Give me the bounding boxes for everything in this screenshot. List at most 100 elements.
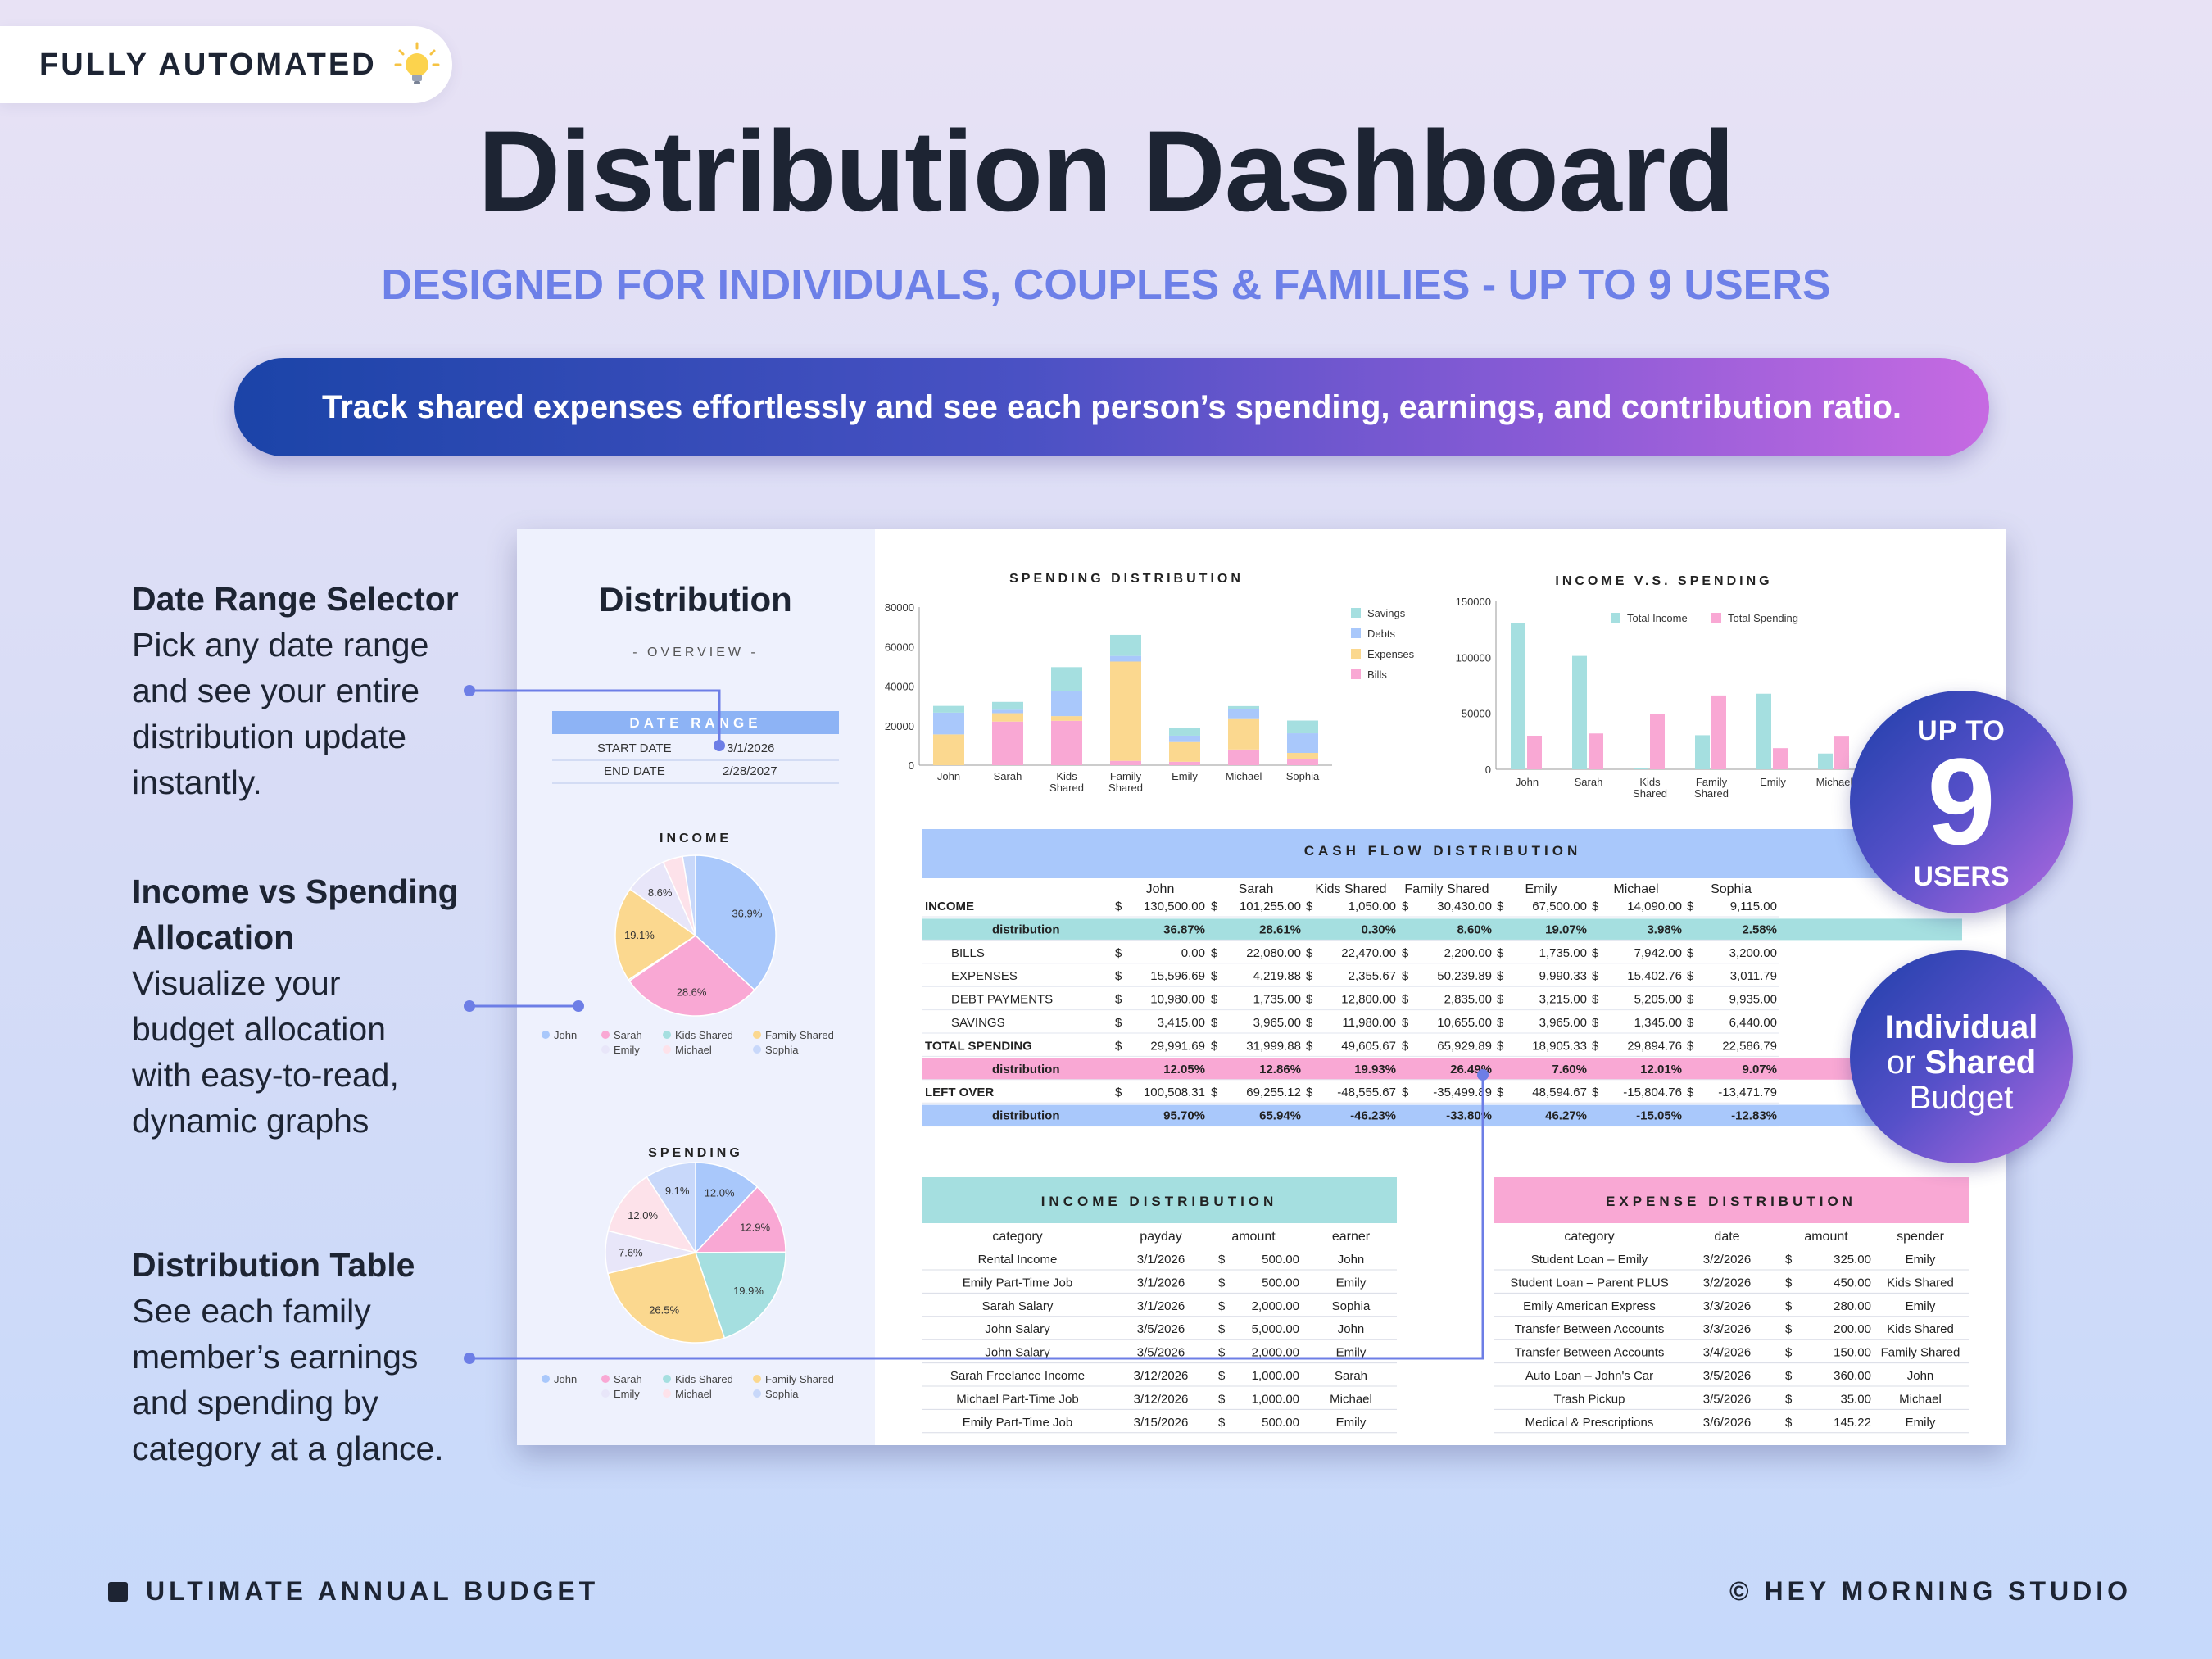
cash-flow-cell: 26.49%	[1450, 1063, 1492, 1077]
budget-line-1: Individual	[1884, 1009, 2038, 1045]
up-to-9-users-badge: UP TO 9 USERS	[1850, 691, 2073, 913]
currency-sign: $	[1687, 1016, 1694, 1030]
legend-label: Sarah	[614, 1373, 642, 1385]
footer-left-text: ULTIMATE ANNUAL BUDGET	[146, 1576, 600, 1606]
expense-table-cell: 3/5/2026	[1703, 1392, 1751, 1406]
income-table-cell: 3/15/2026	[1134, 1416, 1189, 1430]
legend-label: Total Spending	[1728, 612, 1798, 624]
spending-pie-slice-label: 12.0%	[628, 1209, 658, 1222]
bar-segment	[1169, 741, 1200, 762]
income-table-cell: 2,000.00	[1252, 1299, 1299, 1313]
expense-table-cell: 150.00	[1834, 1346, 1871, 1360]
bar-segment	[1287, 759, 1318, 765]
currency-sign: $	[1785, 1346, 1793, 1360]
bar-segment	[933, 734, 964, 765]
bar-segment	[992, 713, 1023, 722]
cash-flow-cell: 3,965.00	[1539, 1016, 1587, 1030]
income-vs-spending-title: INCOME V.S. SPENDING	[1555, 574, 1772, 588]
income-table-cell: 3/12/2026	[1134, 1369, 1189, 1383]
x-tick-label: Shared	[1108, 782, 1143, 794]
page-title: Distribution Dashboard	[478, 107, 1735, 235]
legend-swatch	[601, 1389, 610, 1398]
spending-pie-title: SPENDING	[648, 1146, 743, 1160]
cash-flow-cell: 3,415.00	[1158, 1016, 1205, 1030]
currency-sign: $	[1785, 1369, 1793, 1383]
cash-flow-cell: -15.05%	[1636, 1109, 1682, 1123]
cash-flow-title: CASH FLOW DISTRIBUTION	[1304, 843, 1582, 859]
feature-line: Pick any date range	[132, 626, 429, 664]
cash-flow-column-header: Kids Shared	[1315, 882, 1386, 896]
cash-flow-cell: 30,430.00	[1437, 900, 1492, 913]
expense-table-title: EXPENSE DISTRIBUTION	[1606, 1194, 1856, 1209]
bar	[1650, 714, 1665, 769]
expense-table-column-header: category	[1564, 1230, 1614, 1244]
square-icon	[108, 1581, 128, 1602]
legend-label: Bills	[1367, 669, 1387, 681]
legend-swatch	[542, 1375, 550, 1383]
currency-sign: $	[1592, 1086, 1599, 1099]
currency-sign: $	[1402, 1039, 1409, 1053]
lightbulb-icon	[393, 41, 441, 88]
legend-label: John	[554, 1029, 577, 1041]
expense-table-column-header: date	[1714, 1230, 1739, 1244]
income-table-cell: Emily Part-Time Job	[963, 1276, 1072, 1290]
currency-sign: $	[1218, 1276, 1226, 1290]
income-table-cell: Emily	[1336, 1416, 1367, 1430]
footer-copyright: © HEY MORNING STUDIO	[1729, 1576, 2132, 1606]
expense-table-cell: Emily	[1906, 1299, 1936, 1313]
expense-table-cell: Transfer Between Accounts	[1515, 1346, 1665, 1360]
cash-flow-cell: 14,090.00	[1627, 900, 1682, 913]
cash-flow-cell: -15,804.76	[1623, 1086, 1682, 1099]
legend-swatch	[663, 1389, 671, 1398]
dashboard-screenshot: Distribution - OVERVIEW - DATE RANGE START …	[517, 529, 2006, 1445]
expense-table-cell: Kids Shared	[1887, 1322, 1954, 1336]
expense-table-column-header: spender	[1897, 1230, 1944, 1244]
budget-line-3: Budget	[1909, 1080, 2014, 1116]
income-table-cell: 1,000.00	[1252, 1369, 1299, 1383]
income-table-cell: John	[1338, 1253, 1365, 1267]
budget-type-badge: Individual or Shared Budget	[1850, 950, 2073, 1163]
legend-label: Savings	[1367, 607, 1406, 619]
legend-label: Michael	[675, 1044, 712, 1056]
cash-flow-cell: 50,239.89	[1437, 969, 1492, 983]
currency-sign: $	[1497, 946, 1504, 960]
income-pie-slice-label: 28.6%	[677, 986, 707, 998]
currency-sign: $	[1497, 993, 1504, 1007]
currency-sign: $	[1218, 1299, 1226, 1313]
currency-sign: $	[1687, 969, 1694, 983]
cash-flow-header-bg	[922, 829, 2006, 878]
cash-flow-row-label: SAVINGS	[951, 1016, 1005, 1030]
row-highlight	[922, 1104, 1962, 1126]
income-table-cell: 3/5/2026	[1137, 1346, 1185, 1360]
income-table-cell: John	[1338, 1322, 1365, 1336]
cash-flow-cell: -35,499.89	[1433, 1086, 1492, 1099]
legend-label: Debts	[1367, 628, 1395, 640]
x-tick-label: Shared	[1049, 782, 1084, 794]
legend-swatch	[542, 1031, 550, 1039]
x-tick-label: Family	[1696, 776, 1728, 788]
income-table-column-header: amount	[1231, 1230, 1276, 1244]
legend-swatch	[1351, 608, 1361, 618]
x-tick-label: Shared	[1694, 787, 1729, 800]
expense-table-cell: 325.00	[1834, 1253, 1871, 1267]
currency-sign: $	[1115, 946, 1122, 960]
feature-line: dynamic graphs	[132, 1102, 369, 1140]
feature-line: instantly.	[132, 764, 262, 801]
currency-sign: $	[1785, 1299, 1793, 1313]
expense-table-cell: 145.22	[1834, 1416, 1871, 1430]
currency-sign: $	[1497, 969, 1504, 983]
currency-sign: $	[1306, 969, 1313, 983]
cash-flow-cell: 29,894.76	[1627, 1039, 1682, 1053]
bar-segment	[1228, 709, 1259, 719]
currency-sign: $	[1785, 1392, 1793, 1406]
x-tick-label: Sophia	[1286, 770, 1320, 782]
currency-sign: $	[1402, 900, 1409, 913]
budget-shared: Shared	[1924, 1045, 2037, 1081]
x-tick-label: John	[937, 770, 960, 782]
bar-segment	[1169, 735, 1200, 742]
legend-swatch	[1351, 628, 1361, 638]
cash-flow-cell: 1,735.00	[1539, 946, 1587, 960]
x-tick-label: Emily	[1760, 776, 1786, 788]
legend-swatch	[1351, 649, 1361, 659]
income-table-column-header: earner	[1332, 1230, 1371, 1244]
